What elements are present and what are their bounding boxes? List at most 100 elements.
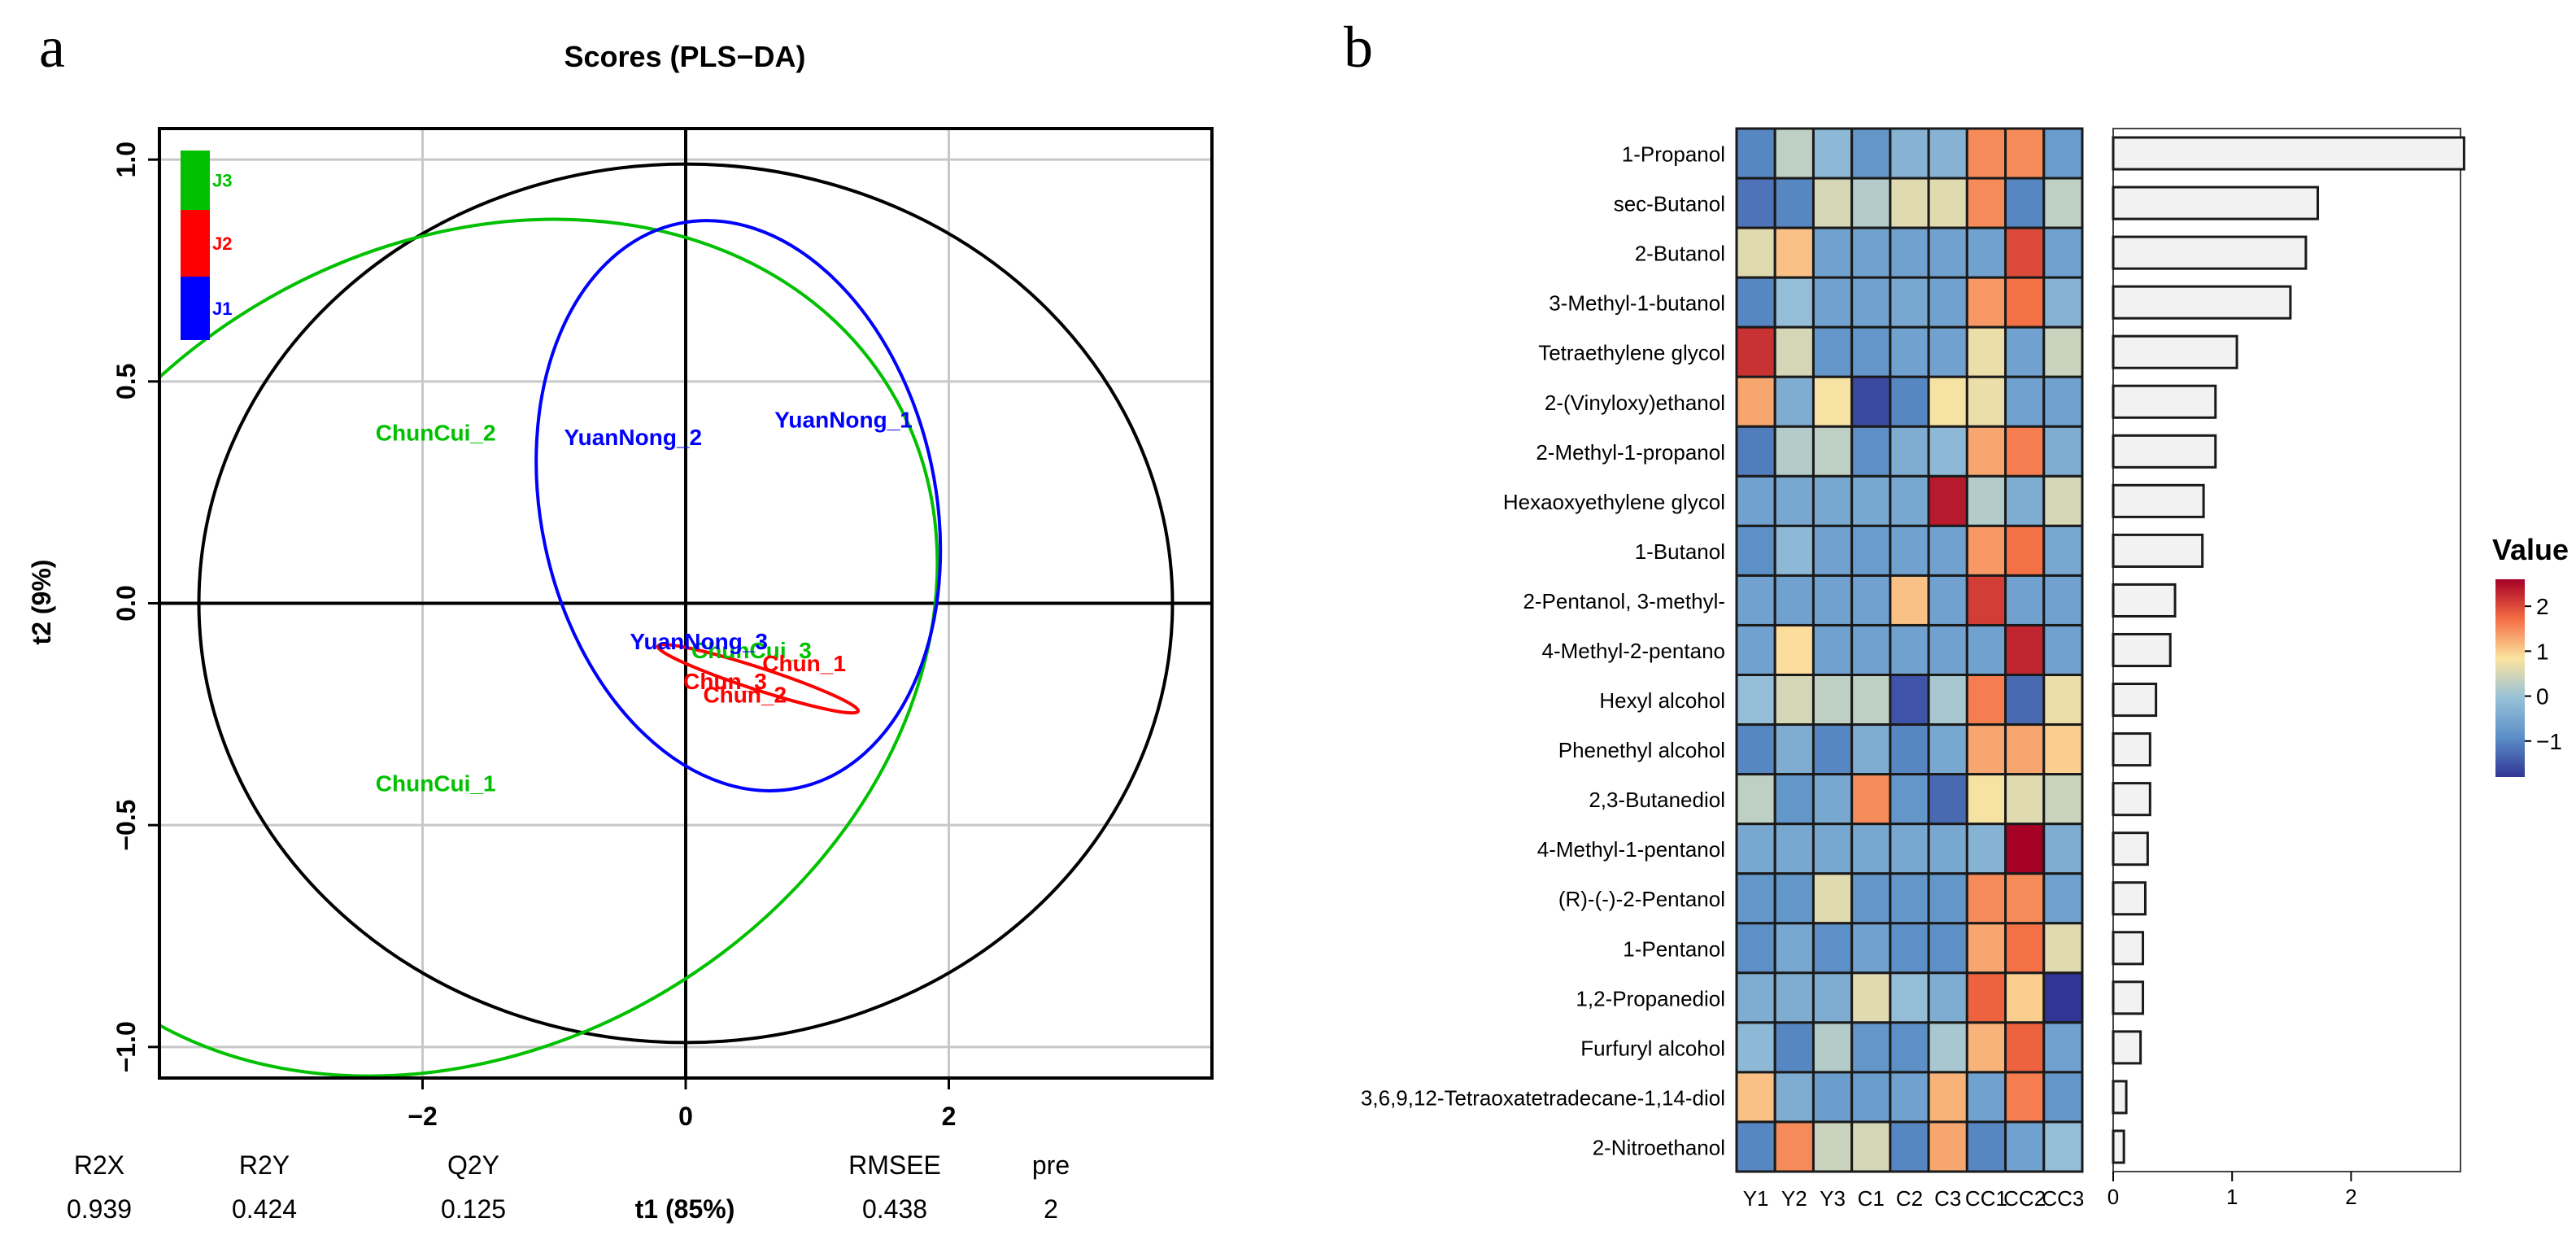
row-label-5: 2-(Vinyloxy)ethanol xyxy=(1545,391,1725,415)
heatmap-cell-r19-c8 xyxy=(2042,1071,2084,1124)
row-label-13: 2,3-Butanediol xyxy=(1589,788,1725,812)
ellipse-group xyxy=(159,162,1175,1078)
heatmap-cell-r7-c6 xyxy=(1965,474,2007,527)
heatmap-cell-r4-c8 xyxy=(2042,325,2084,378)
heatmap-cell-r2-c3 xyxy=(1850,226,1892,279)
heatmap-cell-r6-c5 xyxy=(1927,425,1968,478)
heatmap-cell-r19-c5 xyxy=(1927,1071,1968,1124)
heatmap-cell-r12-c7 xyxy=(2004,723,2046,776)
heatmap-cell-r15-c8 xyxy=(2042,872,2084,925)
importance-bar-20 xyxy=(2112,1129,2125,1164)
importance-bar-16 xyxy=(2112,931,2145,966)
column-label-cc2: CC2 xyxy=(2003,1186,2046,1211)
heatmap-cell-r16-c2 xyxy=(1811,922,1854,975)
heatmap-cell-r14-c4 xyxy=(1889,823,1930,875)
heatmap-cell-r2-c0 xyxy=(1735,226,1776,279)
column-label-c3: C3 xyxy=(1934,1186,1961,1211)
y-tick-label-4: −1.0 xyxy=(111,1021,141,1072)
ellipse-j3 xyxy=(159,217,939,1078)
heatmap-cell-r16-c0 xyxy=(1735,922,1776,975)
heatmap-cell-r7-c7 xyxy=(2004,474,2046,527)
heatmap-cell-r15-c1 xyxy=(1773,872,1815,925)
heatmap-cell-r4-c4 xyxy=(1889,325,1930,378)
heatmap-cell-r9-c3 xyxy=(1850,574,1892,626)
heatmap-cell-r1-c5 xyxy=(1927,177,1968,229)
heatmap-cell-r8-c3 xyxy=(1850,524,1892,577)
heatmap-cell-r17-c6 xyxy=(1965,971,2007,1024)
heatmap-cell-r8-c4 xyxy=(1889,524,1930,577)
importance-bar-10 xyxy=(2112,632,2172,668)
heatmap-cell-r2-c7 xyxy=(2004,226,2046,279)
heatmap-cell-r1-c1 xyxy=(1773,177,1815,229)
heatmap-cell-r18-c1 xyxy=(1773,1021,1815,1074)
heatmap-cell-r1-c7 xyxy=(2004,177,2046,229)
heatmap-cell-r5-c0 xyxy=(1735,375,1776,428)
x-tick-label-0: −2 xyxy=(408,1102,437,1131)
heatmap-cell-r20-c4 xyxy=(1889,1120,1930,1173)
heatmap-cell-r18-c4 xyxy=(1889,1021,1930,1074)
colorbar-ramp xyxy=(2495,579,2525,777)
heatmap-cell-r15-c6 xyxy=(1965,872,2007,925)
heatmap-cell-r5-c3 xyxy=(1850,375,1892,428)
heatmap-cell-r0-c1 xyxy=(1773,127,1815,180)
heatmap-cell-r6-c7 xyxy=(2004,425,2046,478)
heatmap-cell-r20-c8 xyxy=(2042,1120,2084,1173)
panel-a-letter: a xyxy=(39,15,65,80)
heatmap-cell-r11-c4 xyxy=(1889,674,1930,727)
heatmap-cell-r7-c5 xyxy=(1927,474,1968,527)
heatmap-cell-r9-c0 xyxy=(1735,574,1776,626)
importance-bar-3 xyxy=(2112,285,2292,320)
heatmap-cell-r11-c2 xyxy=(1811,674,1854,727)
x-axis-title: t1 (85%) xyxy=(635,1194,735,1224)
heatmap-cell-r18-c6 xyxy=(1965,1021,2007,1074)
heatmap-cell-r4-c3 xyxy=(1850,325,1892,378)
point-label-chuncui-1: ChunCui_1 xyxy=(376,770,496,796)
row-label-6: 2-Methyl-1-propanol xyxy=(1536,440,1725,465)
heatmap-cell-r16-c5 xyxy=(1927,922,1968,975)
importance-bar-6 xyxy=(2112,434,2217,469)
heatmap-cell-r17-c1 xyxy=(1773,971,1815,1024)
heatmap-cell-r18-c2 xyxy=(1811,1021,1854,1074)
row-label-3: 3-Methyl-1-butanol xyxy=(1549,291,1725,316)
heatmap-cell-r10-c2 xyxy=(1811,623,1854,677)
heatmap-cell-r17-c2 xyxy=(1811,971,1854,1024)
importance-bar-2 xyxy=(2112,235,2308,270)
heatmap-cell-r19-c0 xyxy=(1735,1071,1776,1124)
heatmap-cell-r6-c6 xyxy=(1965,425,2007,478)
heatmap-cell-r20-c2 xyxy=(1811,1120,1854,1173)
heatmap-cell-r13-c3 xyxy=(1850,773,1892,826)
heatmap-cell-r1-c4 xyxy=(1889,177,1930,229)
heatmap-cell-r1-c8 xyxy=(2042,177,2084,229)
heatmap-cell-r5-c8 xyxy=(2042,375,2084,428)
row-label-16: 1-Pentanol xyxy=(1623,936,1725,961)
point-label-chun-1: Chun_1 xyxy=(762,651,846,676)
heatmap-cell-r4-c1 xyxy=(1773,325,1815,378)
heatmap-cell-r13-c5 xyxy=(1927,773,1968,826)
ellipse-hotelling-t2 xyxy=(197,162,1175,1045)
stat-value-r2x: 0.939 xyxy=(67,1194,132,1224)
row-label-9: 2-Pentanol, 3-methyl- xyxy=(1523,589,1725,613)
legend-swatch-j3 xyxy=(181,151,210,210)
bar-x-tick-label-0: 0 xyxy=(2107,1185,2119,1209)
heatmap-cell-r13-c6 xyxy=(1965,773,2007,826)
heatmap-cell-r2-c4 xyxy=(1889,226,1930,279)
heatmap-cell-r20-c3 xyxy=(1850,1120,1892,1173)
importance-bar-7 xyxy=(2112,483,2205,518)
row-label-2: 2-Butanol xyxy=(1635,242,1725,266)
stat-header-rmsee: RMSEE xyxy=(848,1150,941,1180)
heatmap-cell-r2-c6 xyxy=(1965,226,2007,279)
heatmap-cell-r10-c5 xyxy=(1927,623,1968,677)
heatmap-cell-r5-c5 xyxy=(1927,375,1968,428)
heatmap-cell-r13-c1 xyxy=(1773,773,1815,826)
heatmap-cell-r20-c7 xyxy=(2004,1120,2046,1173)
heatmap-cell-r5-c4 xyxy=(1889,375,1930,428)
heatmap-cell-r10-c6 xyxy=(1965,623,2007,677)
heatmap-cell-r0-c8 xyxy=(2042,127,2084,180)
heatmap-cell-r13-c0 xyxy=(1735,773,1776,826)
heatmap-cell-r2-c5 xyxy=(1927,226,1968,279)
heatmap-cell-r3-c7 xyxy=(2004,276,2046,329)
point-label-chuncui-2: ChunCui_2 xyxy=(376,421,496,446)
column-label-cc3: CC3 xyxy=(2042,1186,2084,1211)
heatmap-cell-r13-c2 xyxy=(1811,773,1854,826)
